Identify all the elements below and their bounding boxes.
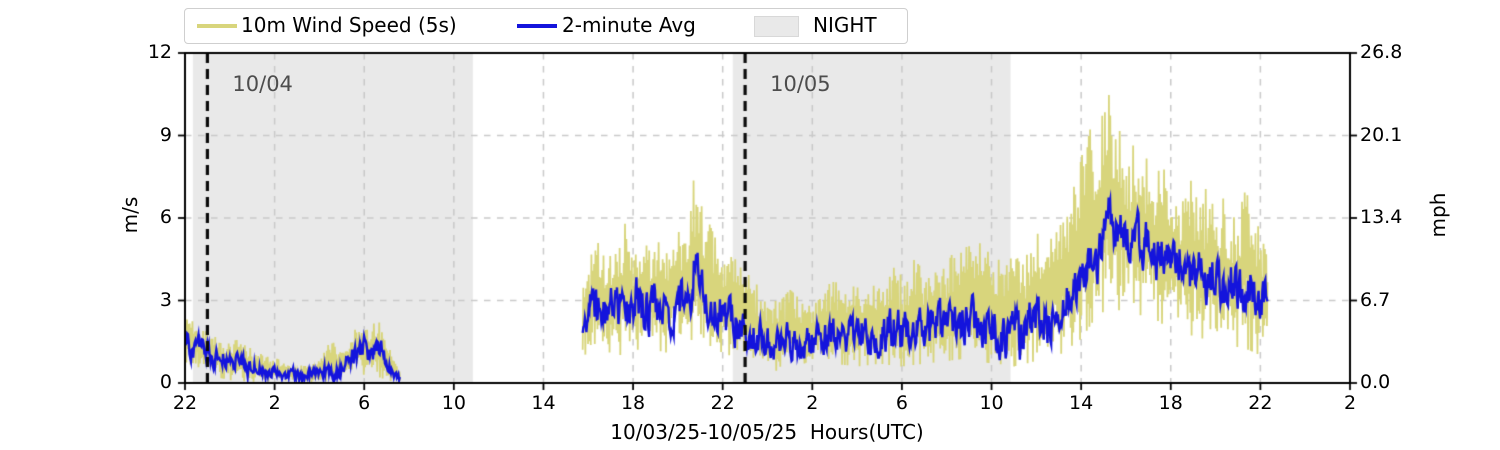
- x-tick-label: 18: [1158, 392, 1183, 414]
- date-annotation-10-05: 10/05: [770, 72, 831, 96]
- y-tick-label-mph: 20.1: [1360, 123, 1403, 146]
- x-tick-label: 2: [806, 392, 819, 414]
- legend-swatch-night-patch: [754, 16, 799, 37]
- legend: 10m Wind Speed (5s) 2-minute Avg NIGHT: [184, 8, 908, 44]
- y-tick-label-ms: 9: [159, 123, 172, 146]
- x-tick-label: 6: [358, 392, 371, 414]
- x-tick-label: 6: [895, 392, 908, 414]
- x-axis-label: 10/03/25-10/05/25 Hours(UTC): [610, 420, 924, 444]
- y-tick-label-mph: 0.0: [1360, 371, 1391, 393]
- y-tick-label-mph: 6.7: [1360, 288, 1391, 311]
- legend-label-2min-avg: 2-minute Avg: [562, 13, 696, 37]
- x-tick-label: 18: [620, 392, 646, 414]
- legend-label-wind-speed: 10m Wind Speed (5s): [241, 13, 457, 37]
- legend-swatch-wind-speed-line: [197, 24, 237, 28]
- x-tick-label: 22: [1248, 392, 1273, 414]
- x-tick-label: 2: [1343, 392, 1357, 414]
- x-tick-label: 22: [710, 392, 735, 414]
- y-tick-label-ms: 6: [159, 206, 172, 228]
- legend-label-night: NIGHT: [813, 13, 877, 37]
- y-tick-label-mph: 13.4: [1360, 206, 1403, 228]
- y-tick-label-ms: 0: [159, 371, 172, 393]
- legend-swatch-2min-avg-line: [517, 24, 557, 28]
- y-tick-label-ms: 3: [159, 288, 172, 311]
- x-tick-label: 10: [441, 392, 466, 414]
- y-tick-label-ms: 12: [147, 41, 172, 63]
- x-tick-label: 2: [268, 392, 281, 414]
- x-tick-label: 10: [979, 392, 1004, 414]
- x-tick-label: 22: [172, 392, 198, 414]
- y-tick-label-mph: 26.8: [1360, 41, 1403, 63]
- date-annotation-10-04: 10/04: [232, 72, 293, 96]
- x-tick-label: 14: [1069, 392, 1094, 414]
- x-tick-label: 14: [531, 392, 556, 414]
